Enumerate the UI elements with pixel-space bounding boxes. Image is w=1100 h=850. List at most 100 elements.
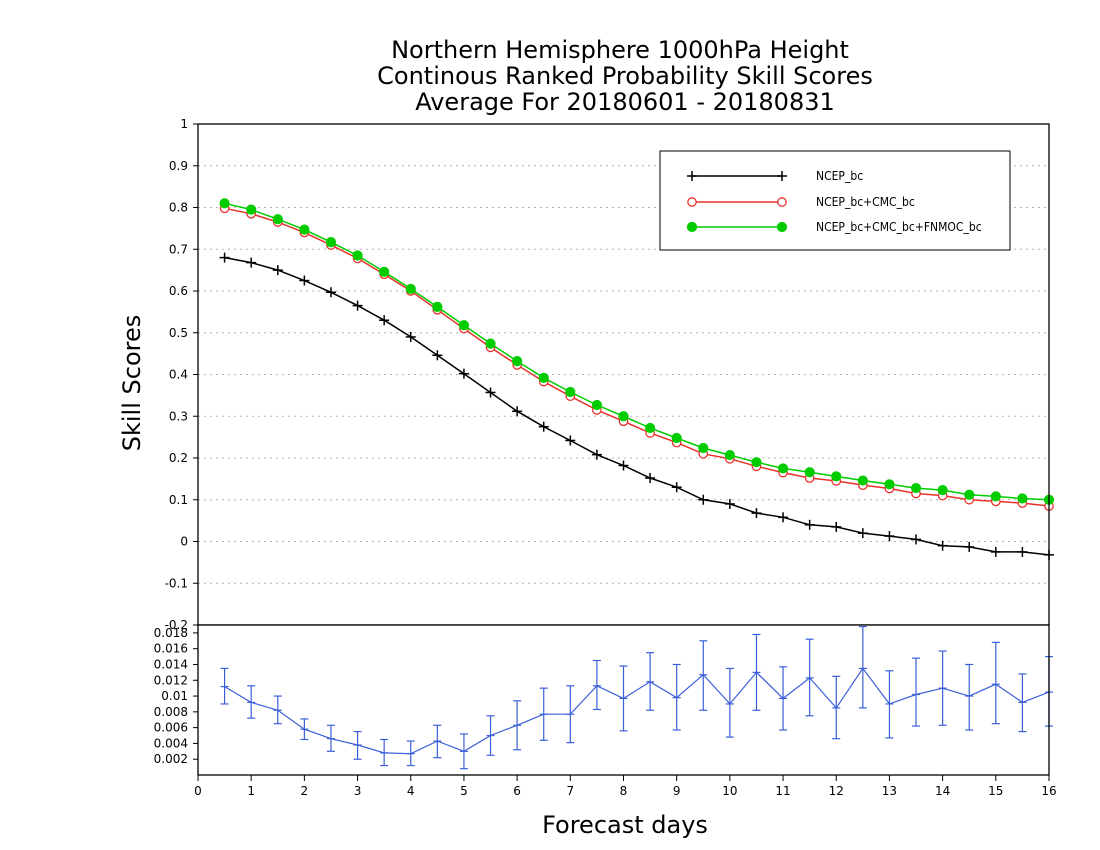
y-tick-label: 0.8 [169,201,188,215]
data-point [299,224,310,235]
top-y-ticks: -0.2 -0.1 0 0.1 0.2 0.3 0.4 0.5 0.6 0.7 0.8 0.9 1 [165,117,198,632]
data-point [857,475,868,486]
data-point [272,214,283,225]
data-point [910,482,922,494]
data-point [458,320,470,331]
y-tick-label: 0.1 [169,493,188,507]
data-point [432,301,443,312]
x-tick-label: 3 [354,784,362,798]
y-tick-label: 0.016 [154,642,188,656]
data-point [538,372,549,383]
data-point [565,386,576,398]
x-axis-label: Forecast days [542,811,708,839]
data-point [644,422,656,434]
legend-marker [777,197,787,207]
legend-item: NCEP_bc [687,169,863,183]
x-tick-label: 0 [194,784,202,798]
title-line-2: Continous Ranked Probability Skill Score… [377,62,873,90]
legend-marker [776,221,788,233]
x-tick-label: 14 [935,784,950,798]
data-point [405,283,416,295]
y-tick-label: 0.012 [154,673,188,687]
y-axis-label: Skill Scores [118,315,146,452]
y-tick-label: 0.7 [169,242,188,256]
y-tick-label: 0.006 [154,721,188,735]
y-tick-label: 0.4 [169,368,188,382]
y-tick-label: 0.004 [154,736,188,750]
data-point [618,411,629,422]
data-point [698,442,709,454]
x-tick-label: 4 [407,784,415,798]
legend-item: NCEP_bc+CMC_bc+FNMOC_bc [686,220,982,234]
legend-marker [687,197,697,207]
data-point [671,432,682,444]
legend: NCEP_bc NCEP_bc+CMC_bc NCEP_bc+CMC_bc+FNMO… [659,150,1011,251]
x-tick-label: 13 [882,784,897,798]
data-point [777,463,789,474]
y-tick-label: 0.002 [154,752,188,766]
data-point [219,198,230,209]
bottom-series [220,667,1053,755]
data-point [724,449,735,461]
title-line-3: Average For 20180601 - 20180831 [415,88,835,116]
y-tick-label: 0.01 [161,689,188,703]
data-point [512,356,523,367]
x-tick-label: 7 [566,784,574,798]
x-tick-label: 12 [829,784,844,798]
data-point [591,399,603,411]
legend-item: NCEP_bc+CMC_bc [687,195,915,209]
legend-label: NCEP_bc+CMC_bc [816,195,915,209]
legend-marker [686,221,698,233]
x-tick-label: 11 [775,784,790,798]
x-tick-label: 10 [722,784,737,798]
data-point [937,485,948,496]
data-point [990,491,1001,502]
y-tick-label: 0 [180,535,188,549]
y-tick-label: 0.008 [154,705,188,719]
data-point [884,479,895,490]
y-tick-label: 0.9 [169,159,188,173]
data-point [325,237,337,248]
data-point [352,250,363,261]
x-tick-label: 5 [460,784,468,798]
series-line [224,667,1050,755]
data-point [831,471,842,482]
series-NCEP_bc [219,252,1054,560]
data-point [751,457,762,468]
y-tick-label: 0.6 [169,284,188,298]
legend-label: NCEP_bc+CMC_bc+FNMOC_bc [816,220,982,234]
x-tick-label: 1 [247,784,255,798]
x-tick-label: 15 [988,784,1003,798]
x-tick-label: 9 [673,784,681,798]
x-tick-label: 16 [1041,784,1056,798]
x-ticks: 0 1 2 3 4 5 6 7 8 9 10 11 12 13 14 15 16 [194,775,1057,798]
title-line-1: Northern Hemisphere 1000hPa Height [391,36,849,64]
y-tick-label: -0.1 [165,576,188,590]
data-point [804,467,815,478]
y-tick-label: 1 [180,117,188,131]
top-panel: -0.2 -0.1 0 0.1 0.2 0.3 0.4 0.5 0.6 0.7 0.8 0.9 1 NCE… [165,117,1055,632]
plot-layer: -0.2 -0.1 0 0.1 0.2 0.3 0.4 0.5 0.6 0.7 0.8 0.9 1 NCE… [154,117,1057,798]
data-point [964,489,975,500]
chart-title: Northern Hemisphere 1000hPa Height Conti… [377,36,873,116]
y-tick-label: 0.018 [154,626,188,640]
error-bars [220,625,1053,770]
data-point [1017,493,1028,504]
data-point [246,204,257,215]
y-tick-label: 0.2 [169,451,188,465]
y-tick-label: -0.2 [165,618,188,632]
x-tick-label: 6 [513,784,521,798]
data-point [485,338,496,349]
legend-box [659,150,1011,251]
data-point [379,266,390,277]
x-tick-label: 2 [301,784,309,798]
y-tick-label: 0.014 [154,657,188,671]
x-tick-label: 8 [620,784,628,798]
legend-label: NCEP_bc [816,169,863,183]
y-tick-label: 0.5 [169,326,188,340]
y-tick-label: 0.3 [169,409,188,423]
